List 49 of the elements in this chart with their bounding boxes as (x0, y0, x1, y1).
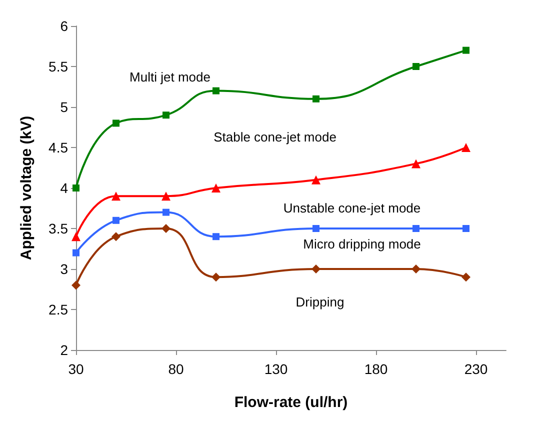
annotation: Dripping (296, 294, 344, 310)
x-tick-label: 30 (68, 361, 84, 377)
y-tick-label: 2.5 (48, 302, 68, 318)
y-tick-label: 5.5 (48, 58, 68, 74)
point (462, 46, 470, 54)
annotation: Multi jet mode (130, 70, 210, 84)
point (72, 280, 80, 290)
point (72, 232, 80, 242)
y-tick-label: 2 (60, 342, 68, 358)
y-tick-label: 5 (60, 99, 68, 115)
point (412, 225, 420, 232)
point (212, 272, 220, 282)
point (212, 87, 220, 94)
point (162, 112, 170, 119)
point (462, 272, 470, 282)
point (72, 249, 80, 256)
point (162, 224, 170, 233)
point (312, 225, 320, 232)
annotation: Stable cone-jet mode (214, 130, 336, 144)
point (462, 225, 470, 232)
annotation: Unstable cone-jet mode (283, 200, 421, 216)
point (412, 264, 420, 274)
x-tick-label: 180 (364, 361, 388, 377)
point (312, 264, 320, 274)
point (312, 95, 320, 102)
point (212, 233, 220, 240)
point (112, 120, 120, 127)
x-tick-label: 130 (264, 361, 288, 377)
point (72, 184, 80, 192)
y-tick-label: 3 (60, 261, 68, 277)
y-tick-label: 3.5 (48, 220, 68, 236)
point (412, 159, 420, 168)
point (112, 216, 120, 224)
point (412, 63, 420, 70)
point (212, 184, 220, 192)
point (462, 143, 470, 152)
point (162, 208, 170, 216)
x-tick-label: 230 (464, 361, 488, 377)
y-axis-title: Applied voltage (kV) (18, 116, 35, 260)
point (162, 192, 170, 201)
point (312, 175, 320, 184)
annotation: Micro dripping mode (303, 236, 421, 252)
point (112, 192, 120, 201)
x-axis-title: Flow-rate (ul/hr) (234, 394, 348, 411)
y-tick-label: 4.5 (48, 140, 68, 156)
point (112, 232, 120, 242)
y-tick-label: 6 (60, 18, 68, 34)
y-tick-label: 4 (60, 180, 68, 196)
x-tick-label: 80 (168, 361, 184, 377)
